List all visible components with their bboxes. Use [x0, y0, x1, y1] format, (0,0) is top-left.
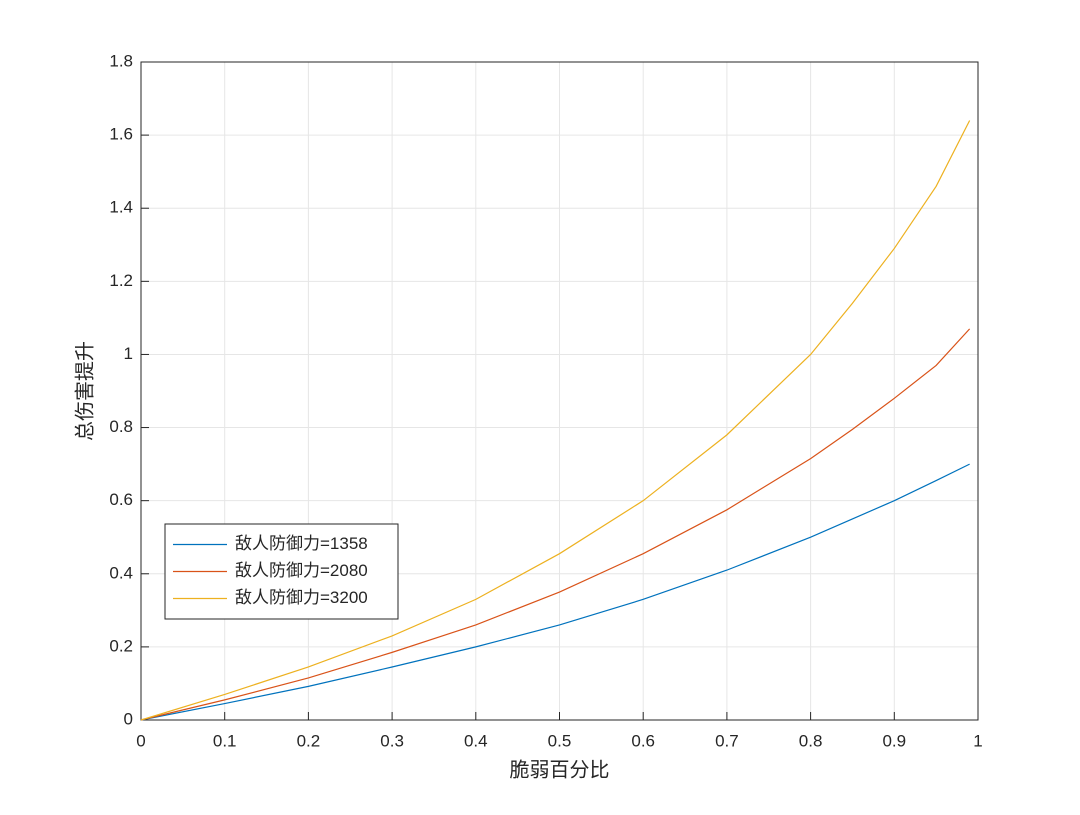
series-line	[140, 463, 970, 721]
y-tick-label: 0	[124, 709, 133, 728]
y-tick-label: 0.4	[109, 563, 133, 582]
y-tick-label: 0.8	[109, 417, 133, 436]
x-axis-label: 脆弱百分比	[510, 758, 610, 781]
legend-label: 敌人防御力=3200	[235, 588, 368, 607]
y-tick-label: 1.2	[109, 271, 133, 290]
x-tick-label: 0.7	[715, 731, 739, 750]
legend-label: 敌人防御力=2080	[235, 561, 368, 580]
y-tick-label: 1.8	[109, 51, 133, 70]
axes-box	[140, 61, 979, 721]
x-tick-label: 1	[973, 731, 982, 750]
x-tick-label: 0.5	[548, 731, 572, 750]
x-tick-label: 0.1	[213, 731, 237, 750]
x-tick-label: 0.6	[631, 731, 655, 750]
series-line	[140, 120, 971, 721]
legend-label: 敌人防御力=1358	[235, 534, 368, 553]
x-tick-label: 0.3	[380, 731, 404, 750]
y-tick-label: 0.2	[109, 636, 133, 655]
x-tick-label: 0	[136, 731, 145, 750]
series-line	[140, 328, 971, 721]
x-tick-label: 0.2	[297, 731, 321, 750]
y-axis-label: 总伤害提升	[73, 341, 96, 441]
y-tick-label: 1	[124, 344, 133, 363]
x-tick-label: 0.8	[799, 731, 823, 750]
x-tick-label: 0.4	[464, 731, 488, 750]
y-tick-label: 1.4	[109, 198, 133, 217]
x-tick-label: 0.9	[882, 731, 906, 750]
y-tick-label: 1.6	[109, 125, 133, 144]
y-tick-label: 0.6	[109, 490, 133, 509]
